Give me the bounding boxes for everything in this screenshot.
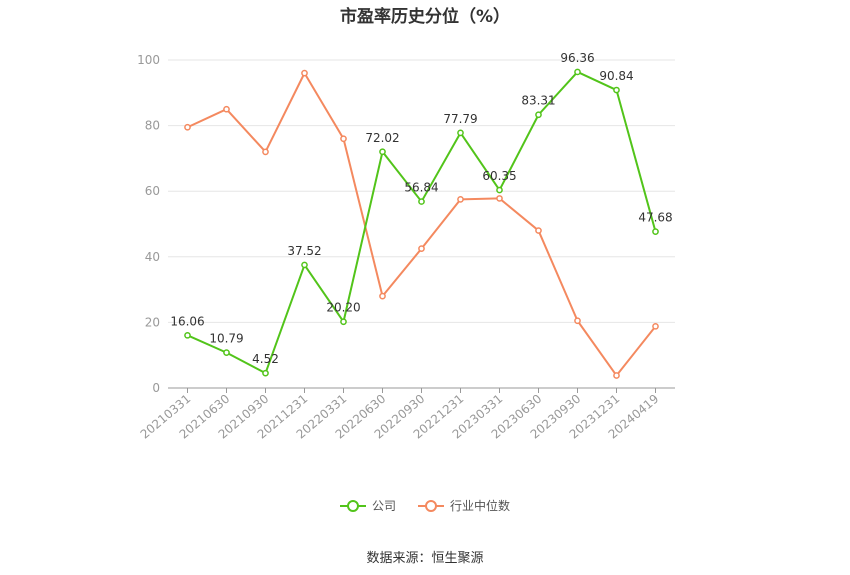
data-point[interactable] xyxy=(301,69,308,77)
data-point[interactable] xyxy=(613,372,620,379)
data-point[interactable] xyxy=(496,195,503,202)
data-point[interactable] xyxy=(457,196,464,203)
data-point[interactable] xyxy=(184,123,191,131)
data-label: 77.79 xyxy=(443,112,477,126)
data-label: 4.52 xyxy=(252,352,279,366)
y-axis-ticks: 0 20 40 60 80 100 xyxy=(137,53,160,395)
legend-company-marker-icon xyxy=(339,499,366,512)
data-point[interactable] xyxy=(418,198,425,205)
y-tick-label: 40 xyxy=(145,250,160,264)
series-line xyxy=(187,70,657,375)
data-point[interactable] xyxy=(613,86,620,94)
y-tick-label: 20 xyxy=(145,315,160,329)
data-point[interactable] xyxy=(652,228,659,235)
legend-industry-median-label: 行业中位数 xyxy=(450,499,511,513)
data-point[interactable] xyxy=(574,317,581,325)
data-source-note: 数据来源：恒生聚源 xyxy=(366,551,484,566)
data-label: 20.20 xyxy=(326,301,360,315)
data-point[interactable] xyxy=(340,318,347,326)
data-label: 72.02 xyxy=(365,131,399,145)
y-tick-label: 80 xyxy=(145,119,160,133)
data-point[interactable] xyxy=(535,227,542,234)
data-label: 60.35 xyxy=(482,169,516,183)
data-point[interactable] xyxy=(457,129,464,137)
data-point[interactable] xyxy=(652,322,659,330)
legend-item-industry-median[interactable]: 行业中位数 xyxy=(418,497,510,514)
data-label: 10.79 xyxy=(209,332,243,346)
data-label: 47.68 xyxy=(638,211,672,225)
y-tick-label: 100 xyxy=(137,53,160,67)
data-point[interactable] xyxy=(184,331,191,339)
y-tick-label: 0 xyxy=(152,381,160,395)
data-point[interactable] xyxy=(223,105,230,113)
data-point[interactable] xyxy=(574,68,581,76)
data-point[interactable] xyxy=(301,261,308,269)
data-label: 96.36 xyxy=(560,51,594,65)
data-point[interactable] xyxy=(379,148,386,156)
data-point[interactable] xyxy=(262,148,269,156)
legend: 公司 行业中位数 xyxy=(0,497,850,514)
data-point[interactable] xyxy=(223,349,230,356)
data-label: 56.84 xyxy=(404,181,438,195)
data-point[interactable] xyxy=(262,369,269,377)
y-tick-label: 60 xyxy=(145,184,160,198)
series-lines xyxy=(184,68,659,379)
x-axis-ticks: 2021033120210630202109302021123120220331… xyxy=(138,388,661,442)
data-point[interactable] xyxy=(496,186,503,194)
legend-company-label: 公司 xyxy=(371,499,396,513)
data-label: 37.52 xyxy=(287,244,321,258)
chart-title: 市盈率历史分位（%） xyxy=(339,7,511,27)
data-point[interactable] xyxy=(418,245,425,252)
data-point[interactable] xyxy=(535,111,542,119)
data-label: 90.84 xyxy=(599,69,633,83)
data-label: 16.06 xyxy=(170,314,204,328)
legend-industry-marker-icon xyxy=(418,499,444,512)
legend-item-company[interactable]: 公司 xyxy=(339,497,396,514)
grid-lines xyxy=(168,59,675,323)
series-line xyxy=(187,72,657,377)
data-labels: 16.06 10.79 4.52 37.52 20.20 72.02 56.84 77.79 6… xyxy=(170,51,672,366)
data-point[interactable] xyxy=(340,135,347,143)
data-label: 83.31 xyxy=(521,94,555,108)
data-point[interactable] xyxy=(379,292,386,300)
